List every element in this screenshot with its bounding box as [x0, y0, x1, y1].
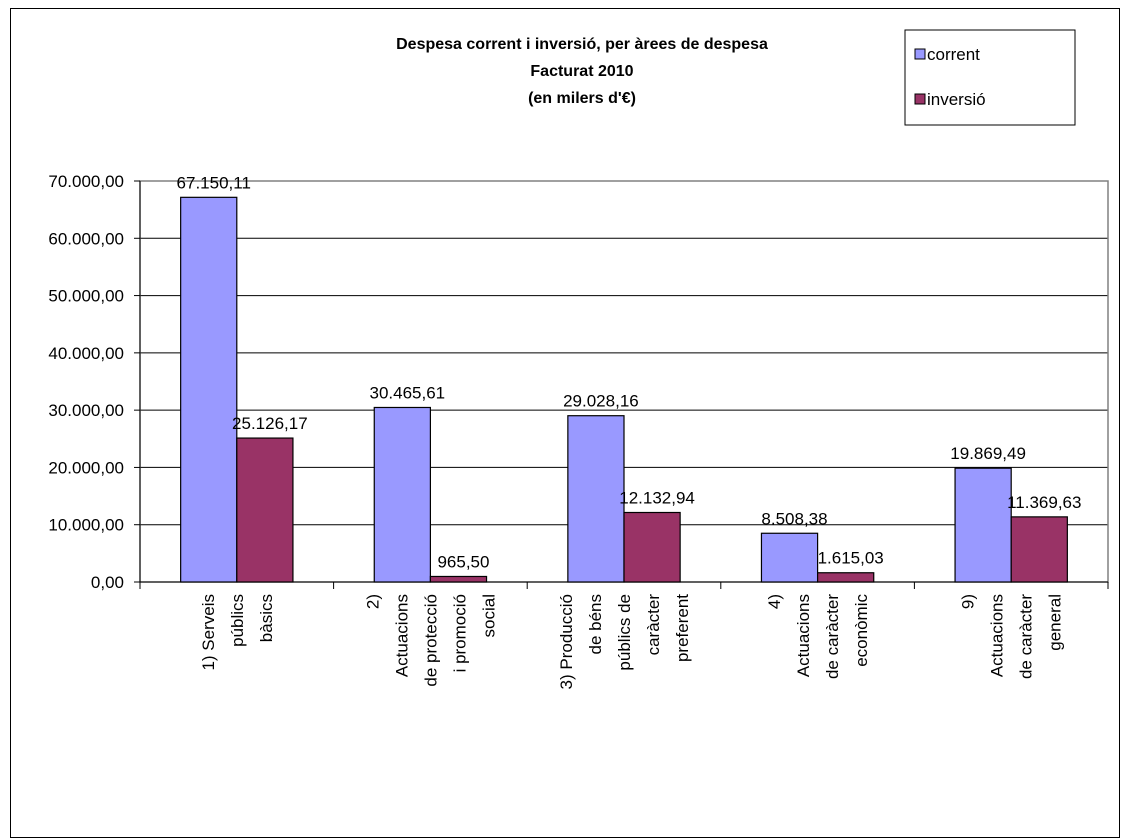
bar-inversió [429, 575, 488, 583]
data-label: 25.126,17 [232, 414, 308, 433]
chart-title-line: (en milers d'€) [528, 90, 636, 107]
data-label: 12.132,94 [619, 488, 695, 507]
legend-swatch [914, 48, 926, 60]
bar-inversió [623, 511, 681, 583]
data-label: 965,50 [437, 552, 489, 571]
category-label: 2) [363, 594, 382, 609]
category-label: 9) [959, 594, 978, 609]
data-label: 29.028,16 [563, 392, 639, 411]
y-tick-label: 50.000,00 [48, 287, 124, 306]
data-label: 67.150,11 [177, 173, 251, 192]
data-label: 1.615,03 [818, 549, 884, 568]
y-tick-label: 20.000,00 [48, 458, 124, 477]
data-label: 19.869,49 [950, 444, 1026, 463]
bar-corrent [567, 415, 625, 583]
category-label: Actuacions [392, 594, 411, 677]
category-label: 1) Serveis [199, 594, 218, 671]
legend-label: corrent [927, 45, 980, 64]
category-label: públics [228, 594, 247, 647]
y-tick-label: 0,00 [91, 573, 124, 592]
category-label: de protecció [421, 594, 440, 687]
data-label: 8.508,38 [761, 509, 827, 528]
y-tick-label: 70.000,00 [48, 172, 124, 191]
y-tick-label: 40.000,00 [48, 344, 124, 363]
y-tick-label: 10.000,00 [48, 516, 124, 535]
category-label: econòmic [852, 594, 871, 667]
y-tick-label: 60.000,00 [48, 229, 124, 248]
bar-corrent [373, 406, 432, 583]
category-label: i promoció [450, 594, 469, 672]
bar-corrent [760, 532, 819, 583]
data-label: 30.465,61 [370, 383, 446, 402]
category-label: caràcter [644, 594, 663, 656]
legend-swatch [914, 93, 926, 105]
legend [904, 29, 1076, 126]
category-label: de caràcter [823, 594, 842, 679]
bar-inversió [1010, 516, 1068, 583]
bar-inversió [236, 437, 294, 583]
legend-label: inversió [927, 90, 986, 109]
bar-inversió [816, 572, 875, 583]
bar-corrent [954, 467, 1012, 583]
chart-title-line: Despesa corrent i inversió, per àrees de… [396, 36, 768, 53]
category-label: 4) [765, 594, 784, 609]
data-label: 11.369,63 [1007, 493, 1081, 512]
category-label: Actuacions [794, 594, 813, 677]
category-label: de béns [586, 594, 605, 655]
bar-corrent [180, 196, 238, 583]
category-label: preferent [673, 594, 692, 662]
category-label: social [479, 594, 498, 637]
category-label: de caràcter [1017, 594, 1036, 679]
y-tick-label: 30.000,00 [48, 401, 124, 420]
category-label: 3) Producció [557, 594, 576, 689]
category-label: bàsics [257, 594, 276, 642]
category-label: Actuacions [988, 594, 1007, 677]
category-label: públics de [615, 594, 634, 671]
chart-title-line: Facturat 2010 [530, 63, 633, 80]
category-label: general [1046, 594, 1065, 651]
